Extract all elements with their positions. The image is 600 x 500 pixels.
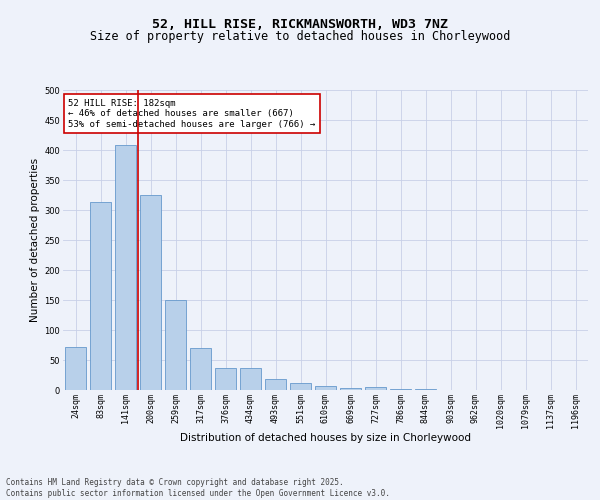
Y-axis label: Number of detached properties: Number of detached properties (30, 158, 40, 322)
Bar (115, 144, 136, 390)
Bar (215, 368, 236, 390)
Bar (90, 202, 111, 390)
Bar (165, 300, 186, 390)
Bar (365, 387, 386, 390)
Text: Contains HM Land Registry data © Crown copyright and database right 2025.
Contai: Contains HM Land Registry data © Crown c… (6, 478, 390, 498)
X-axis label: Distribution of detached houses by size in Chorleywood: Distribution of detached houses by size … (180, 434, 471, 444)
Bar (315, 386, 336, 390)
Bar (240, 368, 261, 390)
Bar (140, 195, 161, 390)
Text: Size of property relative to detached houses in Chorleywood: Size of property relative to detached ho… (90, 30, 510, 43)
Bar (190, 348, 211, 390)
Bar (65, 347, 86, 390)
Bar (265, 379, 286, 390)
Text: 52, HILL RISE, RICKMANSWORTH, WD3 7NZ: 52, HILL RISE, RICKMANSWORTH, WD3 7NZ (152, 18, 448, 30)
Bar (290, 384, 311, 390)
Text: 52 HILL RISE: 182sqm
← 46% of detached houses are smaller (667)
53% of semi-deta: 52 HILL RISE: 182sqm ← 46% of detached h… (68, 99, 316, 129)
Bar (340, 388, 361, 390)
